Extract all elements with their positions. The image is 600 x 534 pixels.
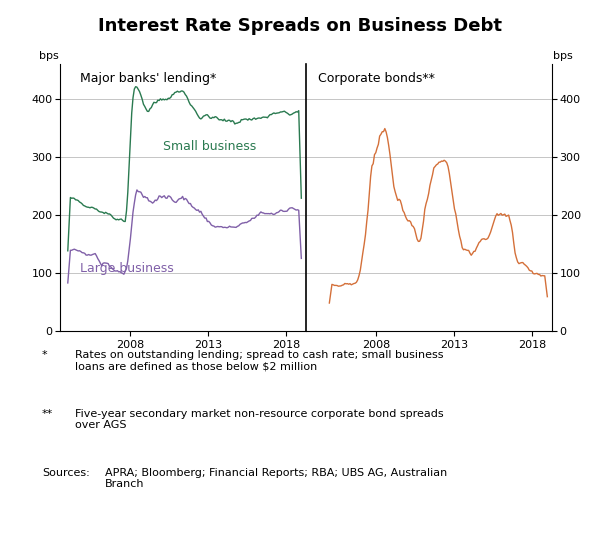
Text: Small business: Small business: [163, 139, 257, 153]
Text: bps: bps: [553, 51, 573, 61]
Text: Large business: Large business: [80, 262, 173, 276]
Text: Interest Rate Spreads on Business Debt: Interest Rate Spreads on Business Debt: [98, 17, 502, 35]
Text: Major banks' lending*: Major banks' lending*: [80, 72, 216, 85]
Text: Sources:: Sources:: [42, 468, 90, 478]
Text: APRA; Bloomberg; Financial Reports; RBA; UBS AG, Australian
Branch: APRA; Bloomberg; Financial Reports; RBA;…: [105, 468, 447, 489]
Text: Rates on outstanding lending; spread to cash rate; small business
loans are defi: Rates on outstanding lending; spread to …: [75, 350, 443, 371]
Text: *: *: [42, 350, 47, 360]
Text: **: **: [42, 409, 53, 419]
Text: bps: bps: [39, 51, 59, 61]
Text: Corporate bonds**: Corporate bonds**: [319, 72, 435, 85]
Text: Five-year secondary market non-resource corporate bond spreads
over AGS: Five-year secondary market non-resource …: [75, 409, 443, 430]
